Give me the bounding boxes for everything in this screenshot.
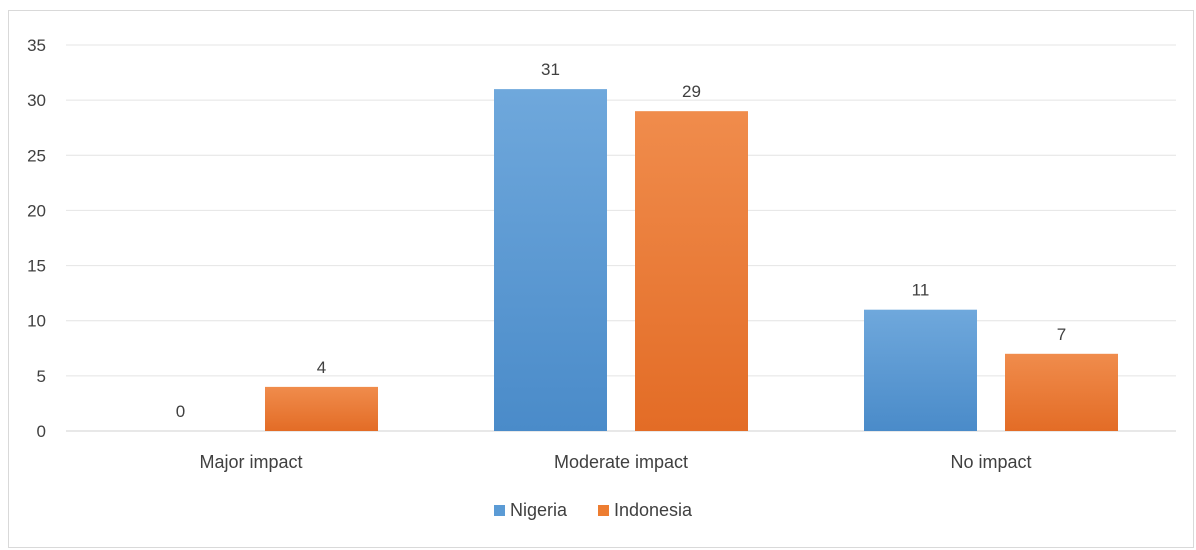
y-tick-label-20: 20 <box>27 201 46 220</box>
legend-label-indonesia: Indonesia <box>614 500 693 520</box>
data-label-indonesia-2: 7 <box>1057 325 1066 344</box>
y-tick-label-10: 10 <box>27 312 46 331</box>
data-label-nigeria-1: 31 <box>541 60 560 79</box>
x-category-label-2: No impact <box>950 452 1031 472</box>
legend-label-nigeria: Nigeria <box>510 500 568 520</box>
gridlines <box>66 44 1176 432</box>
x-category-label-0: Major impact <box>199 452 302 472</box>
y-tick-label-35: 35 <box>27 36 46 55</box>
y-axis-ticks: 0 5 10 15 20 25 30 35 <box>27 36 46 441</box>
bar-nigeria-2 <box>864 309 977 431</box>
x-category-label-1: Moderate impact <box>554 452 688 472</box>
y-tick-label-30: 30 <box>27 91 46 110</box>
bar-indonesia-0 <box>265 386 378 431</box>
legend-swatch-indonesia <box>598 505 609 516</box>
data-label-nigeria-2: 11 <box>912 281 930 300</box>
data-label-indonesia-1: 29 <box>682 82 701 101</box>
bars <box>265 89 1118 432</box>
y-tick-label-5: 5 <box>37 367 46 386</box>
legend: Nigeria Indonesia <box>494 500 693 520</box>
y-tick-label-25: 25 <box>27 146 46 165</box>
bar-indonesia-1 <box>635 111 748 432</box>
y-tick-label-0: 0 <box>37 422 46 441</box>
data-label-nigeria-0: 0 <box>176 402 185 421</box>
data-label-indonesia-0: 4 <box>317 358 326 377</box>
legend-swatch-nigeria <box>494 505 505 516</box>
data-labels: 0 4 31 29 11 7 <box>176 60 1066 421</box>
y-tick-label-15: 15 <box>27 257 46 276</box>
bar-nigeria-1 <box>494 89 607 431</box>
bar-indonesia-2 <box>1005 353 1118 431</box>
x-axis-categories: Major impact Moderate impact No impact <box>199 452 1031 472</box>
